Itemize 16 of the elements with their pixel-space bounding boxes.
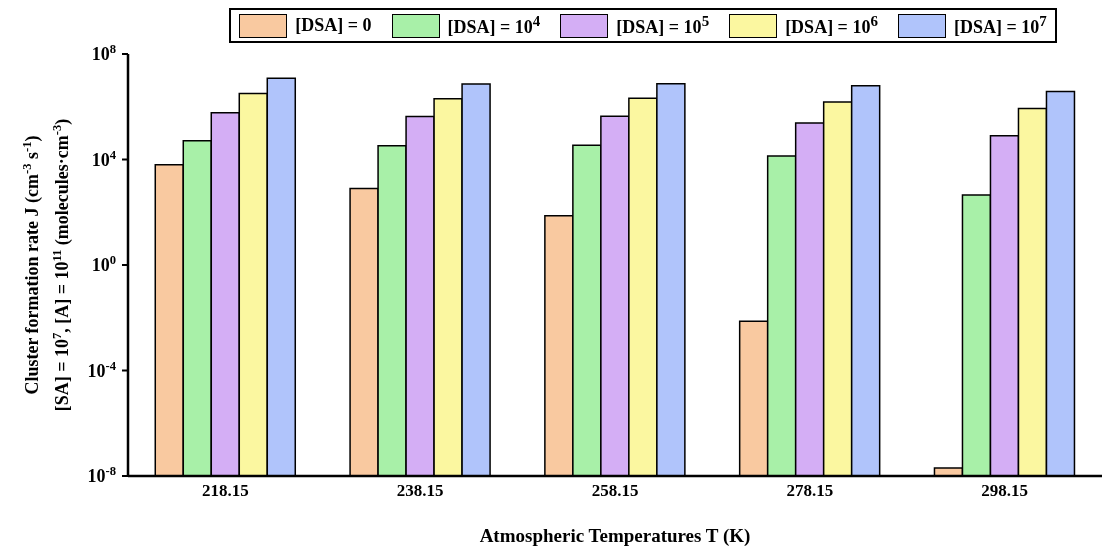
y-tick-label: 10$^{4}$: [91, 147, 117, 170]
legend-label: [DSA] = 0: [295, 15, 372, 36]
legend-label: [DSA] = 10$^{6}$: [785, 13, 878, 38]
x-tick-label: 258.15: [591, 481, 639, 501]
y-tick-label: 10$^{0}$: [91, 253, 116, 275]
x-axis-title: Atmospheric Temperatures T (K): [479, 525, 751, 547]
x-tick-label: 298.15: [981, 481, 1028, 501]
legend-label: [DSA] = 10$^{4}$: [447, 13, 541, 38]
y-tick-label: 10$^{8}$: [91, 42, 116, 64]
y-tick-label: 10$^{-8}$: [87, 464, 116, 486]
y-tick-label: 10$^{-4}$: [87, 358, 117, 381]
legend-label: [DSA] = 10$^{7}$: [953, 13, 1047, 38]
x-tick-label: 218.15: [202, 481, 249, 501]
x-tick-label: 278.15: [786, 481, 834, 501]
x-tick-label: 238.15: [396, 481, 444, 501]
legend-label: [DSA] = 10$^{5}$: [616, 13, 710, 38]
